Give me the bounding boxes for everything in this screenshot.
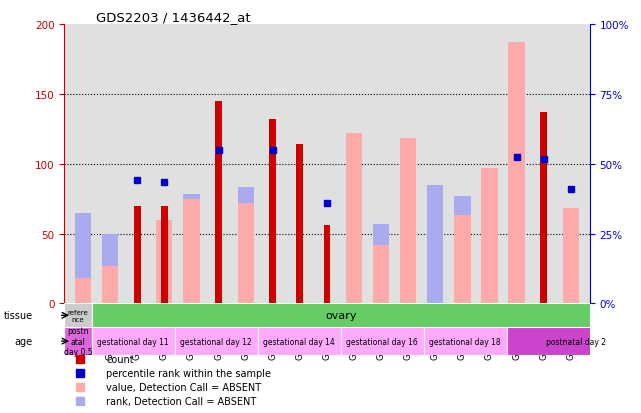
Bar (481, 169, 497, 304)
Bar (400, 139, 416, 304)
Text: count: count (106, 354, 134, 365)
Text: refere
nce: refere nce (67, 309, 88, 322)
Bar (269, 120, 276, 304)
Text: GDS2203 / 1436442_at: GDS2203 / 1436442_at (96, 11, 250, 24)
Bar (424, 328, 507, 355)
Bar (427, 185, 444, 304)
Bar (215, 102, 222, 304)
Bar (238, 203, 254, 304)
Bar (102, 234, 119, 304)
Bar (92, 328, 175, 355)
Text: value, Detection Call = ABSENT: value, Detection Call = ABSENT (106, 382, 262, 392)
Text: rank, Detection Call = ABSENT: rank, Detection Call = ABSENT (106, 396, 256, 406)
Bar (346, 169, 362, 304)
Bar (296, 145, 303, 304)
Bar (563, 209, 579, 304)
Bar (507, 328, 641, 355)
Text: ovary: ovary (325, 311, 356, 320)
Text: gestational day 16: gestational day 16 (346, 337, 418, 346)
Text: gestational day 14: gestational day 14 (263, 337, 335, 346)
Bar (454, 196, 470, 304)
Bar (102, 266, 119, 304)
Bar (175, 328, 258, 355)
Bar (258, 328, 341, 355)
Bar (183, 195, 199, 304)
Bar (75, 213, 91, 304)
Bar (508, 43, 525, 304)
Bar (238, 188, 254, 304)
Bar (373, 245, 389, 304)
Bar (64, 304, 92, 328)
Bar (346, 133, 362, 304)
Bar (373, 224, 389, 304)
Bar (75, 279, 91, 304)
Text: postnatal day 2: postnatal day 2 (546, 337, 606, 346)
Bar (324, 225, 330, 304)
Text: postn
atal
day 0.5: postn atal day 0.5 (63, 326, 92, 356)
Text: age: age (15, 336, 33, 346)
Bar (341, 328, 424, 355)
Bar (183, 199, 199, 304)
Text: gestational day 12: gestational day 12 (180, 337, 252, 346)
Bar (156, 220, 172, 304)
Text: gestational day 11: gestational day 11 (97, 337, 169, 346)
Text: percentile rank within the sample: percentile rank within the sample (106, 368, 271, 378)
Bar (64, 328, 92, 355)
Bar (540, 113, 547, 304)
Bar (134, 206, 140, 304)
Bar (161, 206, 168, 304)
Text: gestational day 18: gestational day 18 (429, 337, 501, 346)
Bar (508, 143, 525, 304)
Bar (454, 216, 470, 304)
Text: tissue: tissue (3, 311, 33, 320)
